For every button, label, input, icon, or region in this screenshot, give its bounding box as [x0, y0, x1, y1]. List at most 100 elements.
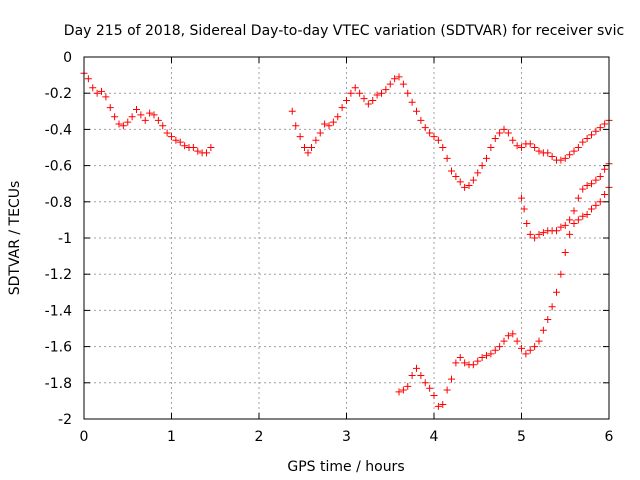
data-point [596, 172, 604, 180]
data-point [483, 352, 490, 360]
data-point [539, 326, 547, 334]
data-point [566, 230, 574, 238]
data-point [89, 84, 97, 92]
data-point [487, 350, 495, 358]
data-point [430, 133, 438, 141]
data-point [557, 156, 565, 164]
data-point [351, 84, 359, 92]
data-point [159, 122, 167, 130]
data-point [181, 142, 189, 150]
data-point [133, 105, 140, 113]
x-tick-label: 0 [80, 429, 89, 445]
data-point [452, 172, 460, 180]
data-point [579, 212, 587, 220]
data-point [399, 80, 407, 88]
data-point [296, 133, 304, 141]
x-axis-title: GPS time / hours [287, 459, 404, 475]
series-segment-3 [395, 183, 613, 410]
data-point [491, 346, 499, 354]
plot-frame [83, 56, 610, 420]
data-point [513, 142, 521, 150]
data-point [583, 210, 591, 218]
data-point [526, 230, 534, 238]
data-point [443, 154, 451, 162]
data-point [343, 96, 350, 104]
y-tick-label: -1 [58, 231, 72, 247]
data-point [557, 270, 565, 278]
data-point [588, 180, 595, 188]
data-point [417, 372, 425, 380]
data-point [448, 167, 455, 175]
data-point [557, 223, 565, 231]
data-point [548, 153, 556, 161]
data-point [531, 144, 539, 151]
data-point [483, 154, 490, 162]
y-tick-label: -0.2 [45, 86, 72, 102]
x-tick-label: 4 [430, 429, 439, 445]
data-point [491, 134, 499, 142]
data-point [386, 80, 394, 88]
data-point [329, 118, 337, 126]
data-point [522, 350, 530, 358]
data-point [154, 116, 162, 124]
data-point [430, 391, 438, 399]
data-point [596, 198, 604, 206]
data-point [583, 182, 591, 190]
data-point [421, 379, 429, 387]
data-point [579, 138, 587, 146]
data-point [588, 131, 595, 139]
data-point [548, 303, 556, 311]
y-tick-label: -1.2 [45, 267, 72, 283]
data-point [592, 201, 600, 209]
data-point [288, 107, 296, 115]
data-point [504, 129, 512, 137]
series-segment-4 [518, 160, 613, 242]
data-points [80, 69, 613, 410]
data-point [150, 111, 158, 119]
data-point [570, 207, 578, 215]
y-axis-title: SDTVAR / TECUs [7, 181, 23, 296]
x-tick-label: 3 [342, 429, 351, 445]
data-point [474, 357, 482, 365]
y-tick-label: -0.8 [45, 195, 72, 211]
data-point [439, 401, 447, 409]
data-point [141, 116, 149, 124]
data-point [421, 124, 429, 132]
data-point [523, 220, 531, 228]
data-point [561, 154, 569, 162]
data-point [553, 288, 560, 296]
data-point [395, 73, 403, 81]
data-point [520, 205, 528, 213]
x-tick-labels: 0 1 2 3 4 5 6 [80, 429, 614, 445]
data-point [373, 91, 381, 99]
data-point [408, 372, 416, 380]
data-point [417, 116, 425, 124]
data-point [338, 104, 346, 112]
data-point [553, 227, 560, 235]
data-point [535, 147, 543, 155]
grid-lines [84, 57, 609, 419]
data-point [413, 107, 420, 115]
data-point [413, 364, 420, 372]
data-point [601, 120, 609, 128]
data-point [426, 129, 434, 137]
y-tick-label: -1.4 [45, 303, 72, 319]
data-point [588, 205, 595, 213]
data-point [518, 144, 525, 151]
data-point [119, 122, 127, 130]
data-point [544, 149, 552, 157]
data-point [469, 176, 477, 184]
data-point [465, 182, 473, 190]
data-point [382, 86, 390, 94]
data-point [163, 129, 171, 137]
data-point [301, 144, 308, 151]
data-point [452, 359, 460, 367]
data-point [312, 136, 320, 144]
data-point [518, 344, 525, 352]
data-point [404, 382, 412, 390]
data-point [570, 147, 578, 155]
data-point [509, 136, 517, 144]
data-point [478, 353, 486, 361]
data-point [369, 96, 377, 104]
data-point [93, 89, 101, 97]
